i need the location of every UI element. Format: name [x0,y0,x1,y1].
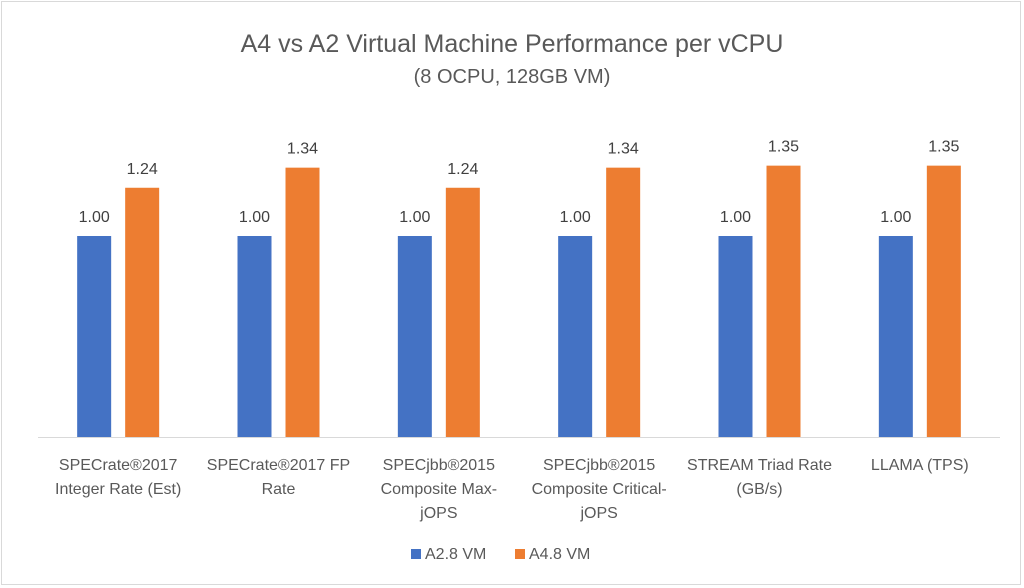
data-label-a2-3: 1.00 [560,209,591,226]
category-label-4: (GB/s) [736,481,782,498]
category-label-0: Integer Rate (Est) [55,481,181,498]
data-label-a4-5: 1.35 [928,139,959,156]
data-label-a2-2: 1.00 [399,209,430,226]
legend-label-a4: A4.8 VM [529,546,590,563]
bar-a2-1 [237,236,272,437]
data-label-a4-2: 1.24 [447,161,478,178]
bar-a4-5 [926,165,961,437]
legend-label-a2: A2.8 VM [425,546,486,563]
bar-a2-5 [878,236,913,437]
bar-a4-4 [766,165,801,437]
legend-swatch-a2 [411,549,421,559]
data-labels-group: 1.00 1.24 1.00 1.34 1.00 1.24 1.00 1.34 1.00 1.35… [79,139,960,226]
category-label-2: SPECjbb®2015 [383,457,495,474]
bar-a2-2 [397,236,432,437]
bar-a4-2 [445,187,480,437]
data-label-a2-5: 1.00 [880,209,911,226]
data-label-a4-0: 1.24 [127,161,158,178]
data-label-a2-0: 1.00 [79,209,110,226]
category-labels-group: SPECrate®2017 Integer Rate (Est) SPECrate®… [55,457,969,522]
category-label-2: jOPS [419,505,457,522]
bar-a2-3 [558,236,593,437]
bar-a4-3 [606,167,641,437]
bar-a4-1 [285,167,320,437]
data-label-a4-1: 1.34 [287,141,318,158]
bar-a4-0 [125,187,160,437]
bars-group [77,165,961,437]
legend: A2.8 VM A4.8 VM [411,546,590,563]
legend-swatch-a4 [515,549,525,559]
data-label-a2-1: 1.00 [239,209,270,226]
category-label-3: SPECjbb®2015 [543,457,655,474]
bar-a2-0 [77,236,112,437]
category-label-3: Composite Critical- [532,481,667,498]
data-label-a4-3: 1.34 [608,141,639,158]
bar-a2-4 [718,236,753,437]
data-label-a4-4: 1.35 [768,139,799,156]
category-label-2: Composite Max- [381,481,497,498]
category-label-3: jOPS [579,505,617,522]
category-label-0: SPECrate®2017 [59,457,178,474]
category-label-1: Rate [262,481,296,498]
chart-title: A4 vs A2 Virtual Machine Performance per… [241,30,784,58]
category-label-1: SPECrate®2017 FP [207,457,350,474]
chart-subtitle: (8 OCPU, 128GB VM) [414,66,611,88]
category-label-4: STREAM Triad Rate [687,457,832,474]
data-label-a2-4: 1.00 [720,209,751,226]
category-label-5: LLAMA (TPS) [871,457,969,474]
